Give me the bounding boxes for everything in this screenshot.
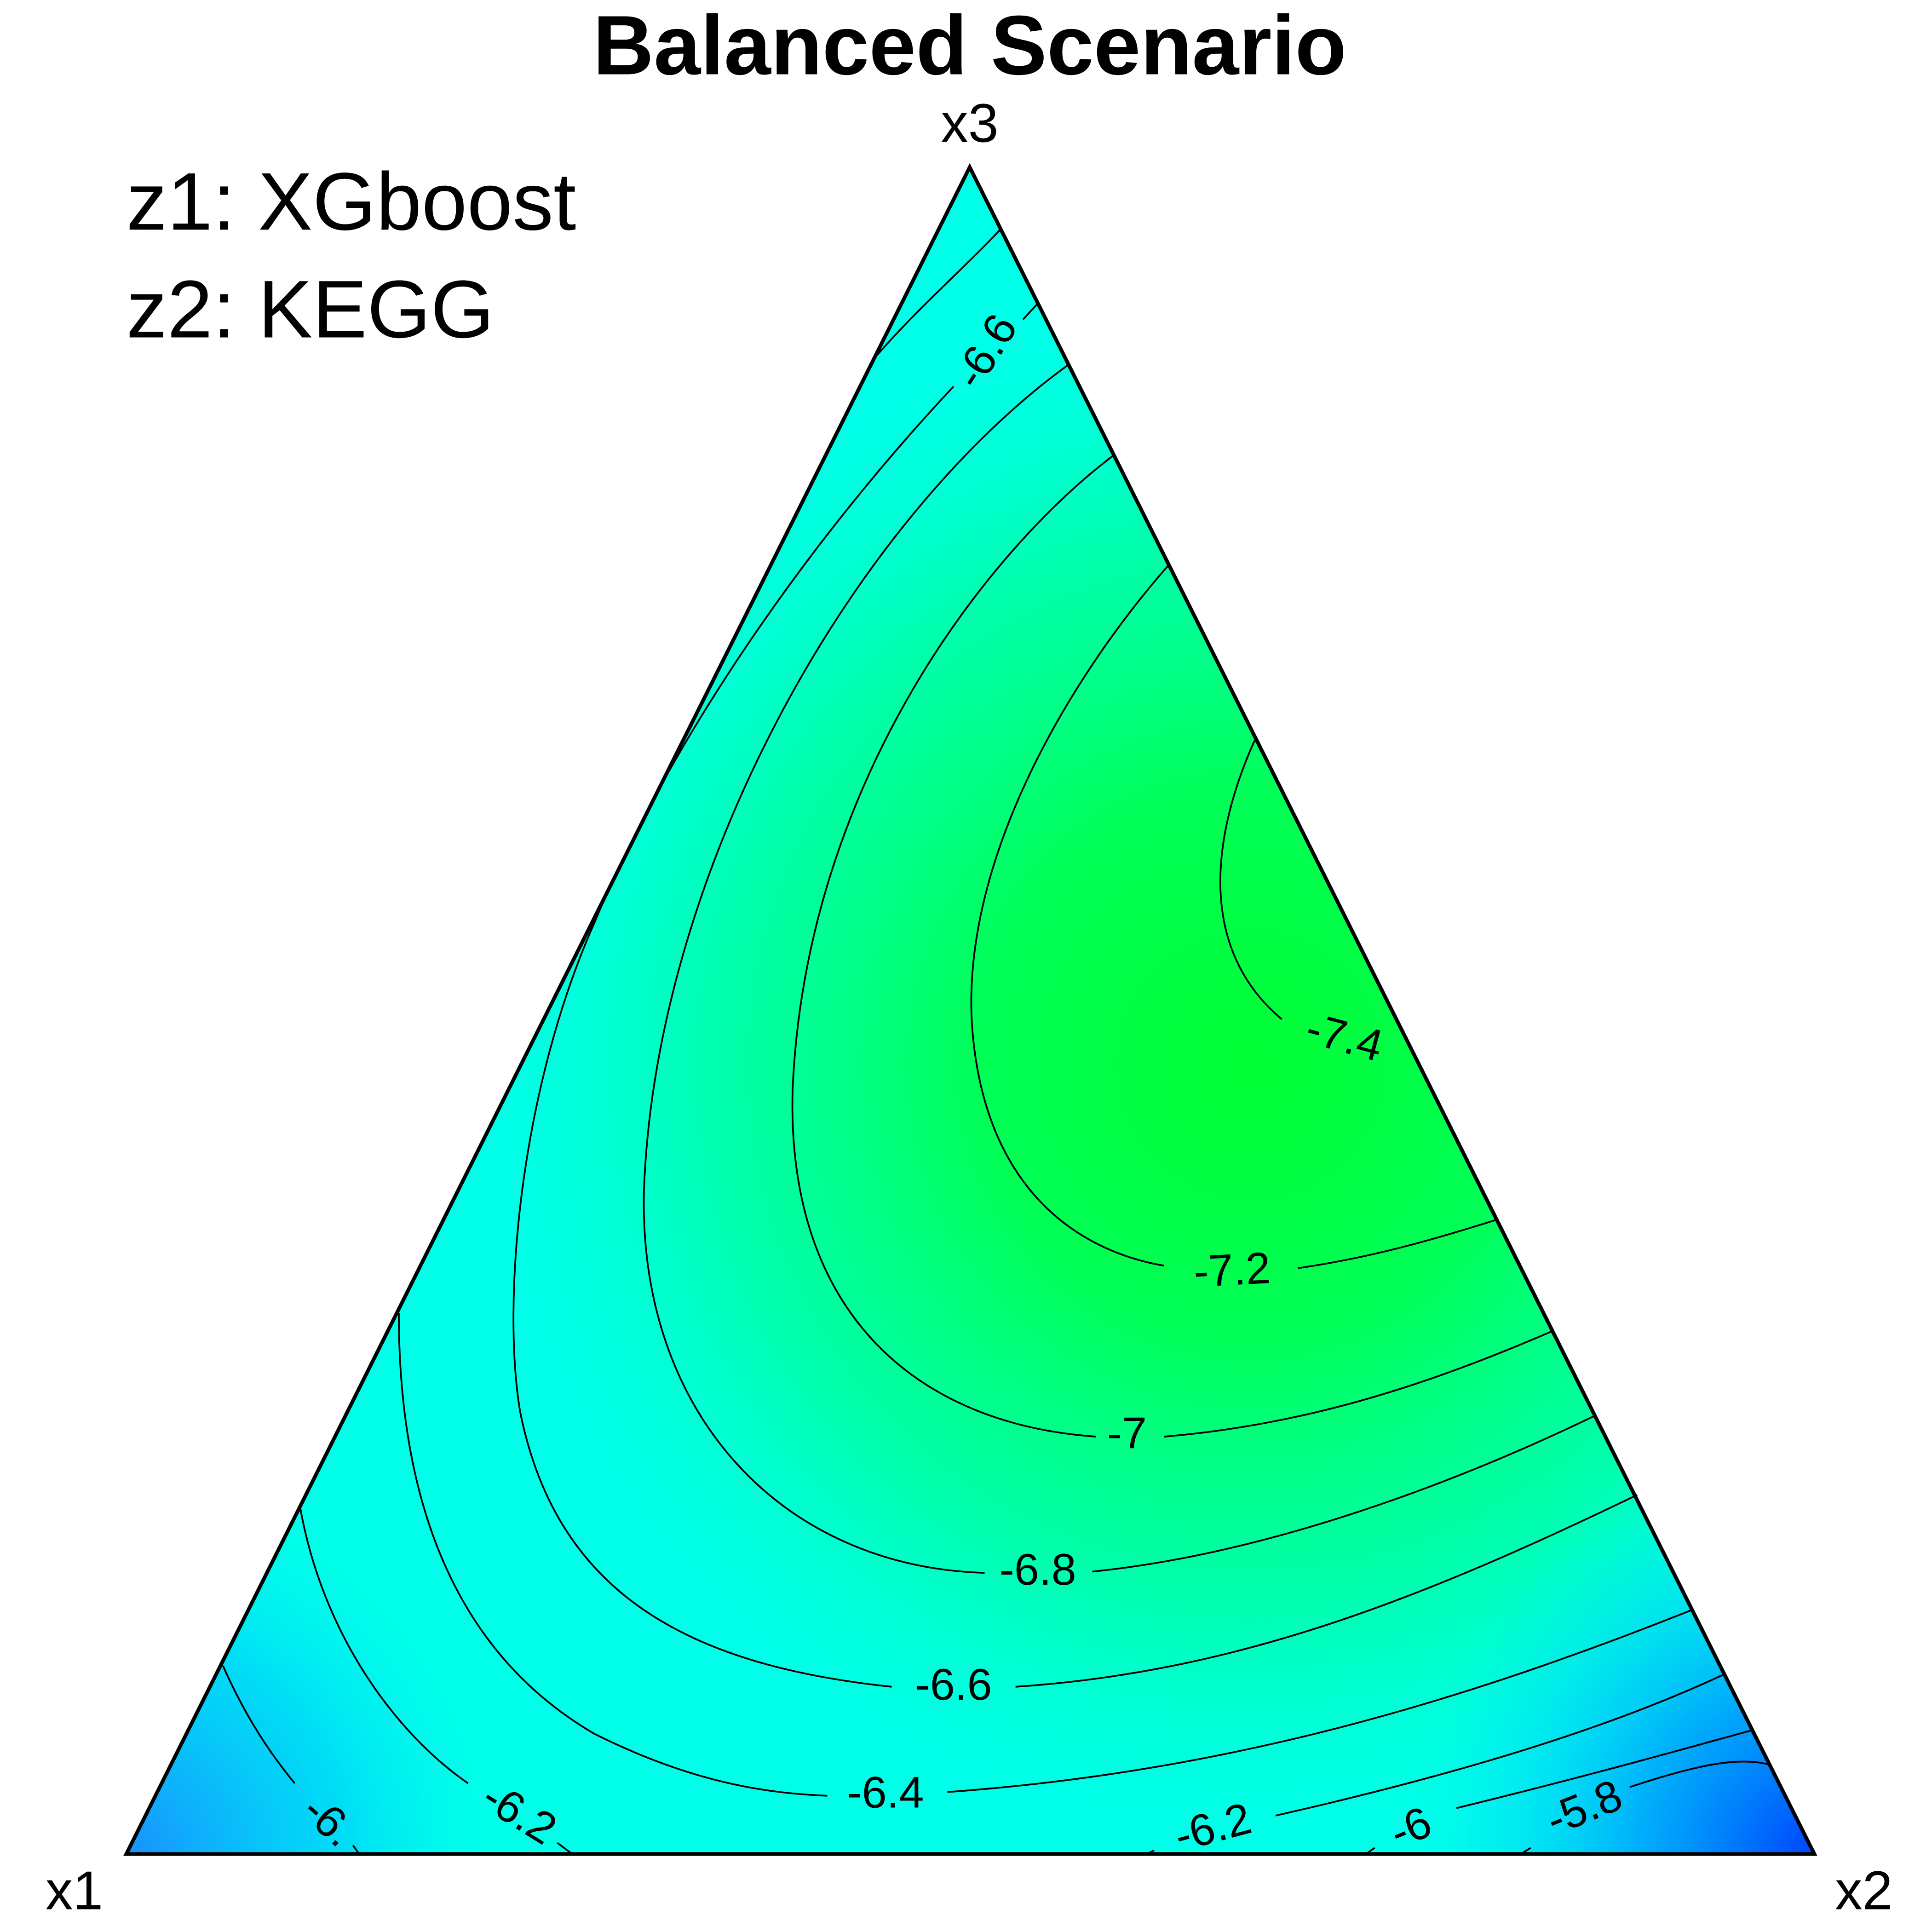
contour-label: -6.6: [915, 1659, 992, 1709]
contour-line: [791, 454, 1116, 1438]
contour-line: [947, 1609, 1692, 1793]
contour-line: [643, 364, 1068, 1574]
contours: -6.6-7.4-7.2-7-6.8-6.6-6.4-6.2-6. -6.2 -6-…: [222, 228, 1770, 1861]
contour-label: -7: [1107, 1408, 1147, 1458]
contour-label: -6.8: [1000, 1544, 1076, 1594]
contour-line: [1298, 1219, 1496, 1269]
contour-line: [1022, 303, 1039, 320]
contour-label: -6.4: [847, 1767, 924, 1817]
corner-label: x1: [46, 1861, 103, 1921]
contour-line: [1164, 1330, 1552, 1438]
contour-line: [398, 1312, 828, 1797]
contour-line: [299, 1504, 469, 1784]
contour-line: [1219, 740, 1282, 1020]
contour-line: [1092, 1414, 1596, 1573]
corner-label: x2: [1835, 1861, 1892, 1921]
contour-line: [1015, 1494, 1638, 1688]
contour-line: [970, 565, 1169, 1267]
corner-label: x3: [941, 93, 999, 154]
contour-line: [1275, 1673, 1725, 1817]
annotation: z2: KEGG: [126, 263, 494, 355]
contour-line: [222, 1665, 296, 1784]
contour-label: -7.2: [1192, 1242, 1271, 1297]
contour-line: [512, 385, 954, 1688]
contour-line: [1629, 1760, 1770, 1788]
annotation: z1: XGboost: [126, 155, 576, 247]
chart-title: Balanced Scenario: [593, 0, 1346, 92]
contour-line: [1456, 1729, 1753, 1809]
contour-line: [876, 228, 1001, 356]
triangle-frame: [123, 163, 1817, 1856]
